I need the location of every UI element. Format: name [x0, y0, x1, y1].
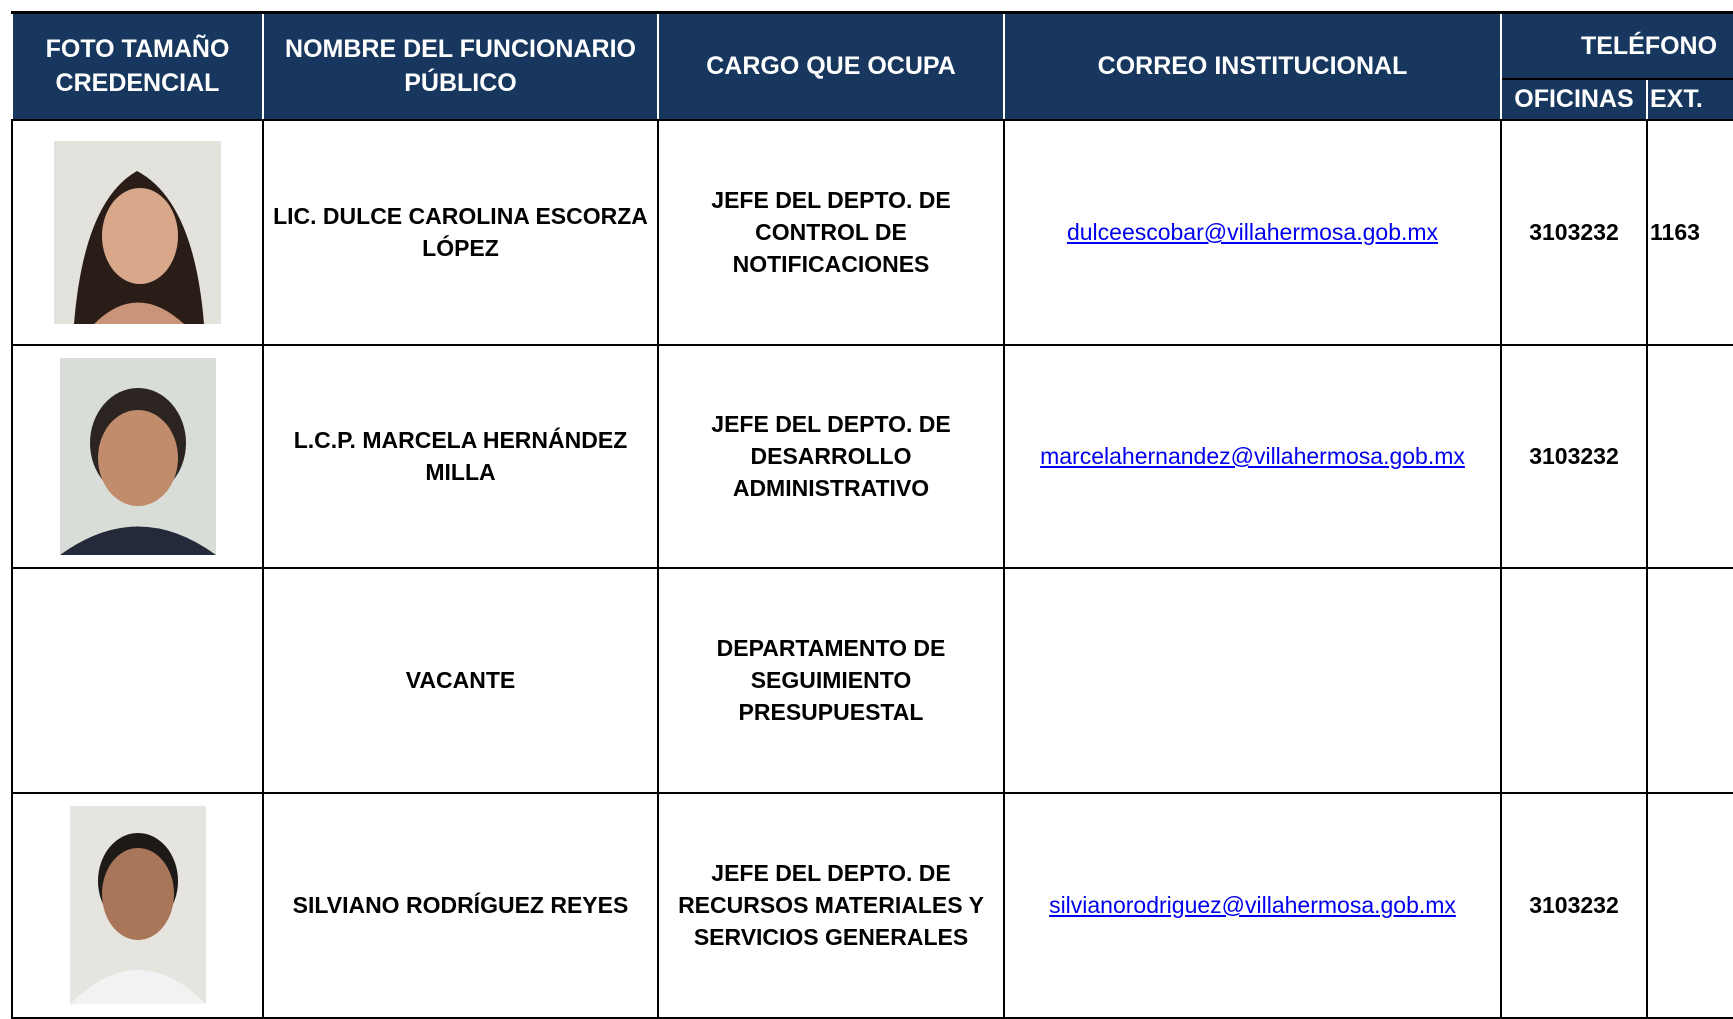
row: L.C.P. MARCELA HERNÁNDEZ MILLA JEFE DEL … [11, 343, 1733, 569]
header-cell: CARGO QUE OCUPA [657, 11, 1005, 121]
photo [69, 806, 206, 1004]
email-link[interactable]: silvianorodriguez@villahermosa.gob.mx [1049, 892, 1456, 918]
photo-cell [11, 566, 264, 794]
cargo-cell: DEPARTAMENTO DE SEGUIMIENTO PRESUPUESTAL [657, 566, 1005, 794]
cargo-cell: JEFE DEL DEPTO. DE CONTROL DE NOTIFICACI… [657, 118, 1005, 346]
name-cell: SILVIANO RODRÍGUEZ REYES [262, 791, 659, 1019]
photo-cell [11, 118, 264, 346]
row: VACANTE DEPARTAMENTO DE SEGUIMIENTO PRES… [11, 566, 1733, 794]
header-cell: FOTO TAMAÑO CREDENCIAL [11, 11, 264, 121]
photo [59, 357, 216, 555]
email-link[interactable]: dulceescobar@villahermosa.gob.mx [1066, 219, 1439, 245]
ext-cell [1645, 791, 1733, 1019]
cargo-cell: JEFE DEL DEPTO. DE RECURSOS MATERIALES Y… [657, 791, 1005, 1019]
phone-cell [1500, 566, 1648, 794]
header-row: FOTO TAMAÑO CREDENCIAL NOMBRE DEL FUNCIO… [11, 11, 1733, 121]
name-cell: LIC. DULCE CAROLINA ESCORZA LÓPEZ [262, 118, 659, 346]
header-cell: TELÉFONO [1499, 11, 1733, 80]
email-cell: marcelahernandez@villahermosa.gob.mx [1003, 343, 1502, 569]
photo-cell [11, 343, 264, 569]
directory-table: FOTO TAMAÑO CREDENCIAL NOMBRE DEL FUNCIO… [11, 11, 1733, 1019]
email-cell [1003, 566, 1502, 794]
header-cell: EXT. [1645, 77, 1733, 121]
email-link[interactable]: marcelahernandez@villahermosa.gob.mx [1040, 443, 1465, 469]
name-cell: L.C.P. MARCELA HERNÁNDEZ MILLA [262, 343, 659, 569]
email-cell: silvianorodriguez@villahermosa.gob.mx [1003, 791, 1502, 1019]
photo-cell [11, 791, 264, 1019]
header-cell: OFICINAS [1500, 77, 1648, 121]
header-cell: CORREO INSTITUCIONAL [1003, 11, 1502, 121]
row: SILVIANO RODRÍGUEZ REYES JEFE DEL DEPTO.… [11, 791, 1733, 1019]
ext-cell: 1163 [1645, 118, 1733, 346]
header-row: OFICINAS EXT. [12, 77, 1733, 121]
phone-cell: 3103232 [1500, 791, 1648, 1019]
ext-cell [1645, 566, 1733, 794]
header-cell: NOMBRE DEL FUNCIONARIO PÚBLICO [262, 11, 659, 121]
phone-cell: 3103232 [1500, 118, 1648, 346]
row: LIC. DULCE CAROLINA ESCORZA LÓPEZ JEFE D… [11, 118, 1733, 346]
photo [54, 140, 221, 324]
cargo-cell: JEFE DEL DEPTO. DE DESARROLLO ADMINISTRA… [657, 343, 1005, 569]
ext-cell [1645, 343, 1733, 569]
name-cell: VACANTE [262, 566, 659, 794]
email-cell: dulceescobar@villahermosa.gob.mx [1003, 118, 1502, 346]
phone-cell: 3103232 [1500, 343, 1648, 569]
